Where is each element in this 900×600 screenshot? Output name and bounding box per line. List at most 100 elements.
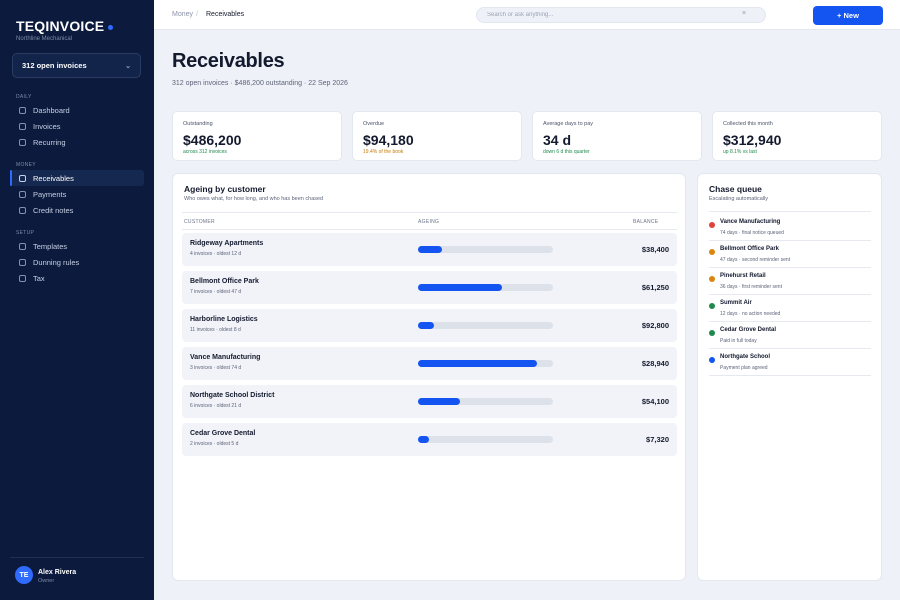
- breadcrumb-separator: /: [196, 11, 198, 18]
- sidebar-item-label: Templates: [33, 241, 68, 251]
- chase-divider: [709, 211, 871, 212]
- search-input[interactable]: [476, 7, 766, 23]
- sidebar-item-label: Dunning rules: [33, 257, 80, 267]
- chase-status: 12 days · no action needed: [720, 311, 781, 317]
- kpi-value: 34 d: [543, 132, 572, 148]
- kpi-outstanding[interactable]: Outstanding $486,200 across 312 invoices: [172, 111, 342, 161]
- sidebar-item-recurring[interactable]: Recurring: [10, 134, 144, 150]
- table-row[interactable]: Vance Manufacturing 3 invoices · oldest …: [182, 347, 677, 380]
- list-item[interactable]: Northgate School Payment plan agreed: [709, 349, 871, 376]
- sidebar-item-label: Invoices: [33, 121, 61, 131]
- kpi-label: Average days to pay: [543, 121, 594, 127]
- list-item[interactable]: Vance Manufacturing 74 days · final noti…: [709, 214, 871, 241]
- table-row[interactable]: Northgate School District 6 invoices · o…: [182, 385, 677, 418]
- chase-customer-name: Vance Manufacturing: [720, 219, 781, 225]
- customer-balance: $54,100: [641, 397, 669, 406]
- customer-balance: $92,800: [641, 321, 669, 330]
- list-item[interactable]: Bellmont Office Park 47 days · second re…: [709, 241, 871, 268]
- column-header-ageing[interactable]: AGEING: [418, 219, 440, 225]
- kpi-average-days-to-pay[interactable]: Average days to pay 34 d down 6 d this q…: [532, 111, 702, 161]
- chase-title: Chase queue: [709, 184, 762, 194]
- kpi-note: across 312 invoices: [183, 149, 227, 155]
- customer-balance: $38,400: [641, 245, 669, 254]
- breadcrumb-current: Receivables: [206, 11, 245, 18]
- table-row[interactable]: Harborline Logistics 11 invoices · oldes…: [182, 309, 677, 342]
- customer-meta: 3 invoices · oldest 74 d: [190, 365, 242, 371]
- table-row[interactable]: Bellmont Office Park 7 invoices · oldest…: [182, 271, 677, 304]
- sidebar-item-label: Credit notes: [33, 205, 74, 215]
- page-subtitle: 312 open invoices · $486,200 outstanding…: [172, 80, 348, 87]
- ageing-panel: Ageing by customer Who owes what, for ho…: [172, 173, 686, 581]
- customer-name: Northgate School District: [190, 392, 275, 399]
- sidebar-item-dunning-rules[interactable]: Dunning rules: [10, 254, 144, 270]
- ageing-bar-fill: [418, 398, 460, 405]
- chase-status: 47 days · second reminder sent: [720, 257, 791, 263]
- kpi-collected-this-month[interactable]: Collected this month $312,940 up 8.1% vs…: [712, 111, 882, 161]
- table-row[interactable]: Cedar Grove Dental 2 invoices · oldest 5…: [182, 423, 677, 456]
- kpi-value: $486,200: [183, 132, 242, 148]
- status-dot-icon: [709, 330, 715, 336]
- column-header-customer[interactable]: CUSTOMER: [184, 219, 215, 225]
- brand-logo[interactable]: TEQINVOICE: [16, 18, 114, 34]
- sidebar-item-label: Tax: [33, 273, 45, 283]
- user-name[interactable]: Alex Rivera: [38, 569, 77, 576]
- avatar[interactable]: TE: [15, 566, 33, 584]
- customer-meta: 2 invoices · oldest 5 d: [190, 441, 239, 447]
- ageing-bar: [418, 436, 553, 443]
- list-item[interactable]: Cedar Grove Dental Paid in full today: [709, 322, 871, 349]
- kpi-label: Outstanding: [183, 121, 213, 127]
- status-dot-icon: [709, 357, 715, 363]
- table-divider: [182, 229, 677, 230]
- sidebar-item-label: Receivables: [33, 173, 74, 183]
- sidebar-item-credit-notes[interactable]: Credit notes: [10, 202, 144, 218]
- table-divider: [182, 212, 677, 213]
- list-item[interactable]: Summit Air 12 days · no action needed: [709, 295, 871, 322]
- kpi-note: up 8.1% vs last: [723, 149, 757, 155]
- nav-heading-daily: DAILY: [16, 94, 32, 100]
- kpi-label: Collected this month: [723, 121, 773, 127]
- invoice-scope-switcher[interactable]: 312 open invoices ⌄: [12, 53, 141, 78]
- ageing-bar-fill: [418, 436, 429, 443]
- table-row[interactable]: Ridgeway Apartments 4 invoices · oldest …: [182, 233, 677, 266]
- nav-heading-money: MONEY: [16, 162, 36, 168]
- breadcrumb-money[interactable]: Money: [172, 11, 194, 18]
- ageing-bar: [418, 246, 553, 253]
- sidebar-item-dashboard[interactable]: Dashboard: [10, 102, 144, 118]
- kpi-value: $312,940: [723, 132, 782, 148]
- close-icon[interactable]: ×: [742, 10, 747, 17]
- sidebar-item-invoices[interactable]: Invoices: [10, 118, 144, 134]
- ageing-title: Ageing by customer: [184, 184, 266, 194]
- switcher-label: 312 open invoices: [22, 61, 87, 70]
- chase-status: 74 days · final notice queued: [720, 230, 784, 236]
- customer-balance: $28,940: [641, 359, 669, 368]
- sidebar-item-receivables[interactable]: Receivables: [10, 170, 144, 186]
- sidebar-item-tax[interactable]: Tax: [10, 270, 144, 286]
- user-role: Owner: [38, 578, 55, 584]
- ageing-bar: [418, 322, 553, 329]
- customer-name: Vance Manufacturing: [190, 354, 261, 361]
- brand-dot-icon: [108, 24, 114, 30]
- chase-subtitle: Escalating automatically: [709, 196, 769, 202]
- ageing-bar-fill: [418, 246, 443, 253]
- ageing-bar-fill: [418, 360, 537, 367]
- sidebar-item-label: Dashboard: [33, 105, 70, 115]
- chase-status: Paid in full today: [720, 338, 757, 344]
- chase-customer-name: Summit Air: [720, 300, 752, 306]
- ageing-bar-fill: [418, 284, 502, 291]
- customer-name: Bellmont Office Park: [190, 278, 259, 285]
- new-button[interactable]: + New: [813, 6, 883, 25]
- sidebar: TEQINVOICE Northline Mechanical 312 open…: [0, 0, 154, 600]
- column-header-balance[interactable]: BALANCE: [633, 219, 659, 225]
- dunning-rules-icon: [19, 258, 26, 266]
- customer-meta: 4 invoices · oldest 12 d: [190, 251, 242, 257]
- customer-meta: 6 invoices · oldest 21 d: [190, 403, 242, 409]
- ageing-bar: [418, 360, 553, 367]
- ageing-bar-fill: [418, 322, 435, 329]
- customer-meta: 7 invoices · oldest 47 d: [190, 289, 242, 295]
- sidebar-item-payments[interactable]: Payments: [10, 186, 144, 202]
- chevron-down-icon: ⌄: [125, 62, 131, 70]
- list-item[interactable]: Pinehurst Retail 36 days · first reminde…: [709, 268, 871, 295]
- sidebar-item-templates[interactable]: Templates: [10, 238, 144, 254]
- kpi-overdue[interactable]: Overdue $94,180 19.4% of the book: [352, 111, 522, 161]
- customer-name: Harborline Logistics: [190, 316, 258, 323]
